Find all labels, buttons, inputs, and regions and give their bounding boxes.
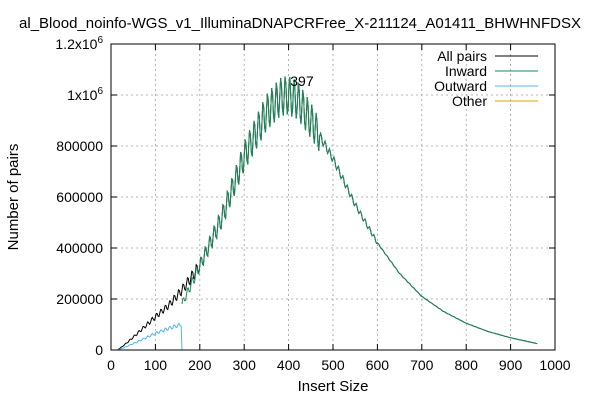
x-tick-labels: 0 100 200 300 400 500 600 700 800 900 1000 — [107, 357, 571, 373]
y-tick-label: 200000 — [56, 291, 103, 307]
y-tick-label: 0 — [95, 342, 103, 358]
x-tick-label: 1000 — [539, 357, 570, 373]
series-lines — [117, 76, 538, 351]
legend-label: Outward — [434, 78, 487, 94]
x-tick-label: 100 — [144, 357, 168, 373]
legend-label: All pairs — [437, 48, 487, 64]
series-line — [181, 76, 538, 345]
y-tick-label: 800000 — [56, 138, 103, 154]
x-tick-label: 500 — [321, 357, 345, 373]
x-tick-label: 600 — [366, 357, 390, 373]
x-tick-label: 0 — [107, 357, 115, 373]
y-tick-label: 1x106 — [67, 86, 103, 103]
y-tick-label: 400000 — [56, 240, 103, 256]
y-axis-title: Number of pairs — [5, 144, 22, 251]
x-tick-label: 300 — [233, 357, 257, 373]
x-tick-label: 700 — [410, 357, 434, 373]
x-axis-title: Insert Size — [298, 378, 369, 395]
x-tick-label: 800 — [455, 357, 479, 373]
chart-title: al_Blood_noinfo-WGS_v1_IlluminaDNAPCRFre… — [19, 15, 581, 32]
legend-label: Inward — [445, 63, 487, 79]
series-line — [117, 76, 538, 351]
peak-annotation: 397 — [290, 73, 314, 89]
x-tick-label: 900 — [499, 357, 523, 373]
y-tick-label: 600000 — [56, 189, 103, 205]
x-tick-label: 200 — [188, 357, 212, 373]
y-tick-labels: 0 200000 400000 600000 800000 1x106 1.2x106 — [55, 35, 103, 358]
x-tick-label: 400 — [277, 357, 301, 373]
y-tick-label: 1.2x106 — [55, 35, 103, 52]
series-line — [117, 322, 183, 351]
grid — [111, 44, 555, 350]
axis-ticks — [110, 43, 556, 351]
legend-label: Other — [452, 93, 487, 109]
